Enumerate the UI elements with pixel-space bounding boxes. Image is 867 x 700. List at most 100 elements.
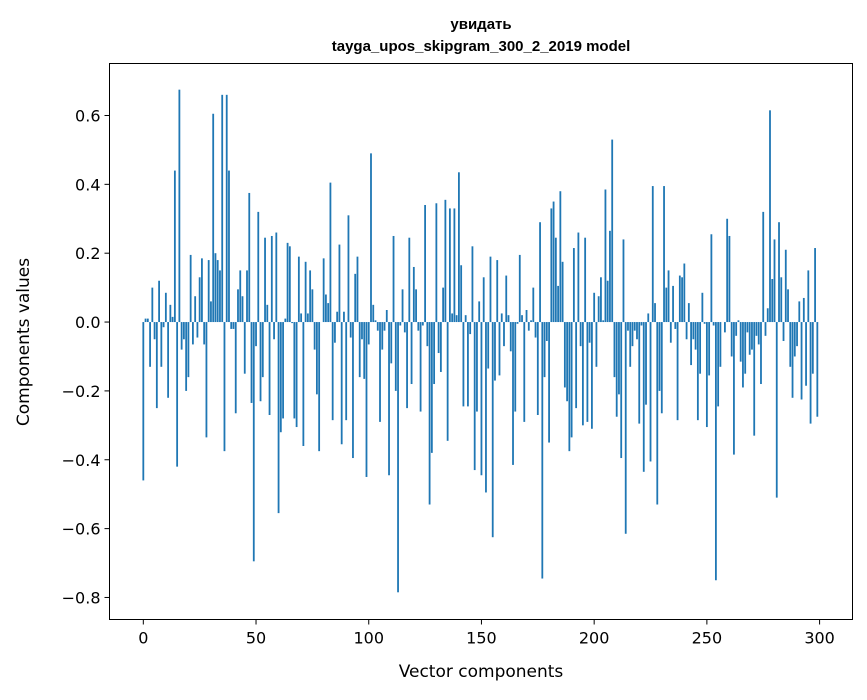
bar [713, 322, 715, 325]
bar [429, 322, 431, 504]
bar [650, 322, 652, 461]
bar [555, 238, 557, 322]
bar [521, 315, 523, 322]
bar [235, 322, 237, 413]
bar [740, 322, 742, 362]
bar [550, 208, 552, 322]
bar [228, 171, 230, 322]
bar [282, 322, 284, 418]
bar [568, 322, 570, 451]
bar [771, 279, 773, 322]
bar [269, 322, 271, 415]
bar [672, 286, 674, 322]
bar [431, 322, 433, 453]
bar [647, 313, 649, 322]
bar [659, 322, 661, 391]
bar [562, 262, 564, 322]
bar [749, 322, 751, 355]
bar [751, 322, 753, 350]
bar [553, 202, 555, 322]
bar [183, 322, 185, 339]
bar [402, 289, 404, 322]
bar [641, 322, 643, 325]
bar [789, 322, 791, 367]
bar [510, 322, 512, 351]
bar [447, 322, 449, 441]
bar [248, 193, 250, 322]
bar [681, 277, 683, 322]
bar [339, 245, 341, 322]
bar [199, 277, 201, 322]
bar [316, 322, 318, 394]
y-tick-label: 0.6 [75, 106, 100, 125]
bar [623, 239, 625, 322]
bar [169, 305, 171, 322]
bar [201, 258, 203, 322]
bar [744, 322, 746, 374]
bar [357, 257, 359, 322]
bar [260, 322, 262, 401]
bar [415, 289, 417, 322]
bar [717, 322, 719, 406]
bar [726, 219, 728, 322]
bar [456, 315, 458, 322]
bar [147, 319, 149, 322]
bar [620, 322, 622, 458]
bar [661, 322, 663, 413]
bar [350, 322, 352, 337]
bar [293, 322, 295, 418]
bar [668, 270, 670, 322]
bar [275, 233, 277, 323]
bar [271, 236, 273, 322]
y-tick-label: −0.6 [62, 520, 101, 539]
bar [690, 322, 692, 365]
bar [670, 322, 672, 343]
bar [715, 322, 717, 580]
bar [160, 322, 162, 367]
bar [753, 322, 755, 436]
bar [577, 233, 579, 323]
bar [343, 312, 345, 322]
bar [586, 322, 588, 422]
bar [451, 313, 453, 322]
bar [438, 322, 440, 353]
bar [142, 322, 144, 480]
bar [532, 288, 534, 322]
bar [472, 246, 474, 322]
bar [517, 322, 519, 324]
bar [266, 305, 268, 322]
bar [273, 322, 275, 339]
bar [638, 322, 640, 424]
bar [332, 322, 334, 420]
chart-title-word: увидать [450, 16, 511, 33]
bar [467, 322, 469, 406]
bar [449, 208, 451, 322]
bar [287, 243, 289, 322]
bar [546, 322, 548, 341]
bar [413, 267, 415, 322]
bar [798, 301, 800, 322]
bar [404, 322, 406, 332]
bar [476, 322, 478, 412]
bar [643, 322, 645, 472]
y-tick-label: 0.4 [75, 175, 100, 194]
y-tick-label: −0.2 [62, 382, 101, 401]
bar [654, 303, 656, 322]
bar [699, 322, 701, 374]
bar [535, 322, 537, 337]
bar [688, 303, 690, 322]
bar [618, 322, 620, 394]
bar [307, 313, 309, 322]
bar [181, 322, 183, 350]
bar [291, 322, 293, 323]
bar [701, 293, 703, 322]
bar [742, 322, 744, 387]
bar [663, 186, 665, 322]
bar [251, 322, 253, 403]
bar [221, 95, 223, 322]
bar [503, 322, 505, 346]
bar [756, 322, 758, 336]
bar [420, 322, 422, 412]
bar [758, 322, 760, 344]
bar [465, 315, 467, 322]
